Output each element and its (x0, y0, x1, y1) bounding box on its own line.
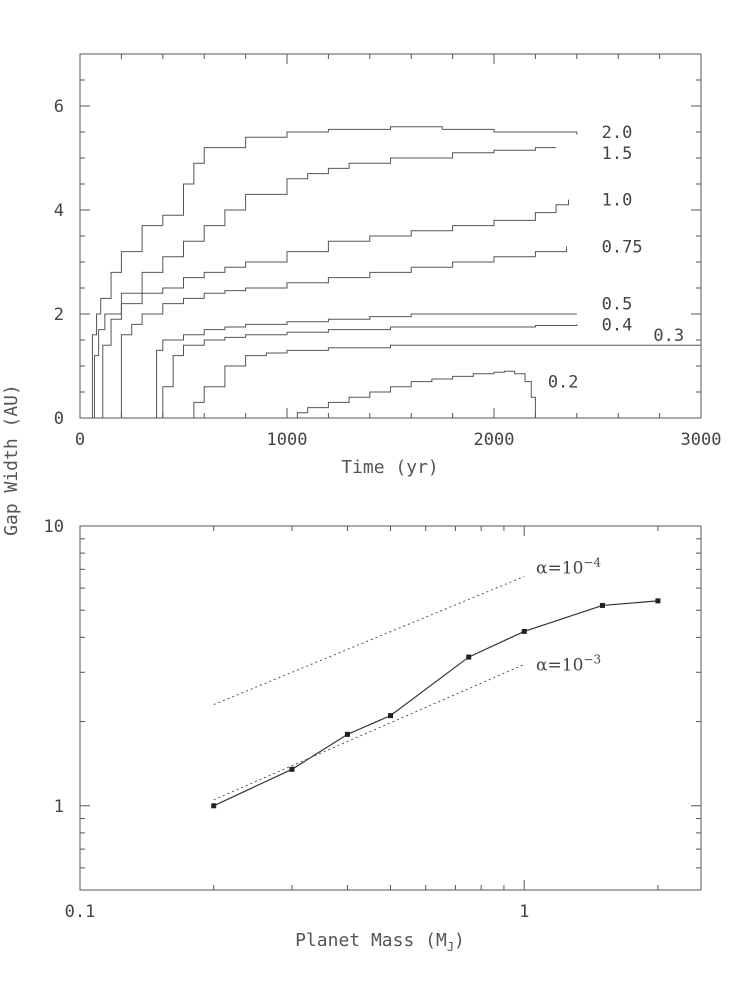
bottom-series-line-alpha=1e-4 (213, 576, 525, 706)
bottom-y-tick-label: 10 (44, 517, 64, 537)
curve-label: 0.4 (602, 315, 633, 335)
top-y-tick-label: 2 (54, 305, 64, 325)
top-axis-ticks: 0 1000 2000 3000 0 2 4 6 (54, 54, 722, 450)
bottom-series-line-alpha=1e-3 (213, 663, 525, 801)
bottom-data-point (289, 766, 295, 772)
top-y-tick-label: 6 (54, 97, 64, 117)
xlabel-subscript: J (447, 940, 454, 954)
bottom-annotations: α=10−4 α=10−3 (536, 556, 601, 676)
top-series-line-0.4 (158, 324, 578, 419)
top-series-line-2.0 (90, 126, 578, 419)
curve-label: 0.2 (548, 373, 579, 393)
top-y-tick-label: 4 (54, 201, 64, 221)
top-x-tick-label: 0 (75, 430, 85, 450)
top-curve-labels: 2.01.5 1.0 0.75 0.50.4 0.3 0.2 (548, 123, 684, 393)
top-series-line-1.5 (92, 147, 557, 419)
bottom-series-group (211, 576, 661, 809)
bottom-plot-frame (79, 525, 702, 891)
bottom-x-tick-label: 0.1 (65, 902, 96, 922)
curve-label: 0.3 (653, 326, 684, 346)
bottom-data-point (599, 602, 605, 608)
bottom-data-point (344, 731, 350, 737)
bottom-y-tick-label: 1 (54, 797, 64, 817)
bottom-series-line-simulation (213, 600, 658, 807)
top-series-line-0.75 (117, 246, 567, 419)
top-x-tick-label: 2000 (474, 430, 515, 450)
curve-label: 0.75 (602, 237, 643, 257)
bottom-x-axis-label: Planet Mass (MJ) (295, 930, 465, 954)
top-x-tick-label: 1000 (267, 430, 308, 450)
curve-label: 0.5 (602, 295, 633, 315)
top-series-line-0.5 (152, 313, 577, 419)
bottom-data-point (388, 713, 393, 719)
top-series-line-1.0 (100, 199, 570, 419)
bottom-data-point (521, 628, 527, 634)
top-series-line-0.3 (183, 344, 701, 419)
top-series-line-0.2 (287, 370, 536, 419)
curve-label: 2.0 (602, 123, 633, 143)
alpha-annotation: α=10−4 (536, 556, 601, 579)
bottom-data-point (655, 598, 661, 604)
top-x-tick-label: 3000 (681, 430, 722, 450)
top-series-group (90, 126, 701, 419)
bottom-axis-ticks: 0.1 1 1 10 (44, 517, 701, 922)
bottom-data-point (466, 654, 472, 660)
bottom-x-tick-label: 1 (519, 902, 529, 922)
bottom-data-point (211, 803, 217, 809)
top-y-tick-label: 0 (54, 409, 64, 429)
shared-y-axis-label: Gap Width (AU) (1, 384, 22, 536)
curve-label: 1.5 (602, 144, 633, 164)
curve-label: 1.0 (602, 191, 633, 211)
alpha-annotation: α=10−3 (536, 652, 601, 675)
top-x-axis-label: Time (yr) (341, 457, 439, 478)
